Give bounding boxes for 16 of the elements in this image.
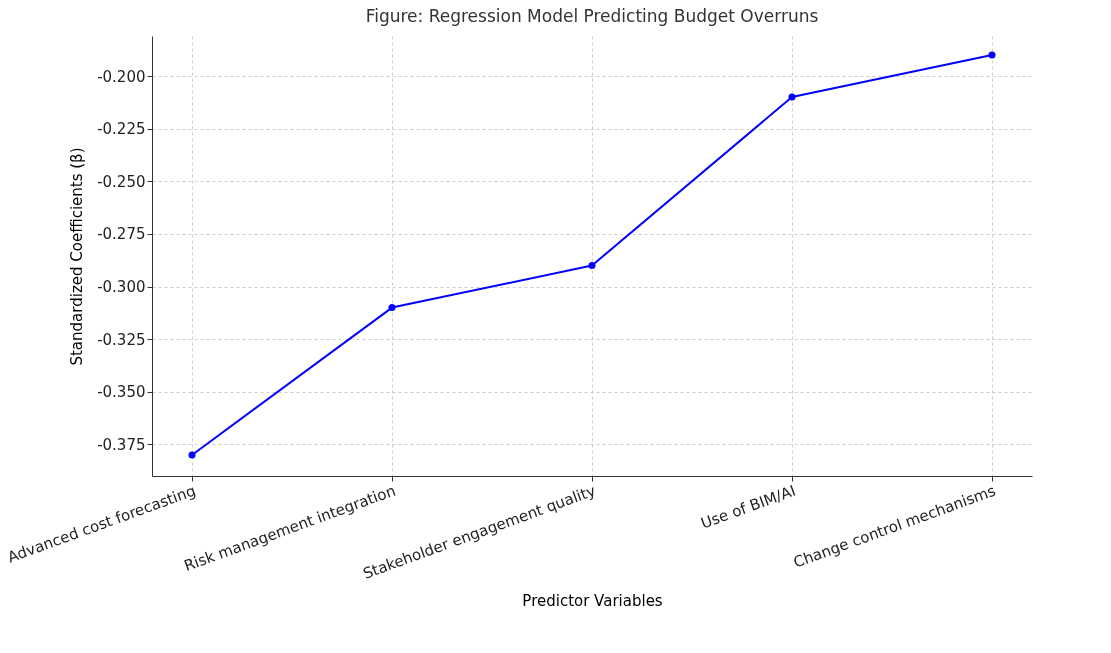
chart-title: Figure: Regression Model Predicting Budget Overruns <box>365 6 819 26</box>
y-axis-title: Standardized Coefficients (β) <box>68 147 87 366</box>
y-tick-label: -0.350 <box>97 383 146 402</box>
x-axis-title: Predictor Variables <box>522 591 663 610</box>
point <box>788 93 796 101</box>
y-tick-label: -0.300 <box>97 278 146 297</box>
y-tick-label: -0.225 <box>97 120 146 139</box>
y-tick-label: -0.275 <box>97 225 146 244</box>
point <box>188 451 196 459</box>
y-tick-label: -0.200 <box>97 67 146 86</box>
point <box>588 261 596 269</box>
y-tick-label: -0.375 <box>97 435 146 454</box>
y-tick-label: -0.325 <box>97 330 146 349</box>
point <box>988 51 996 59</box>
y-tick-label: -0.250 <box>97 172 146 191</box>
point <box>388 304 396 312</box>
